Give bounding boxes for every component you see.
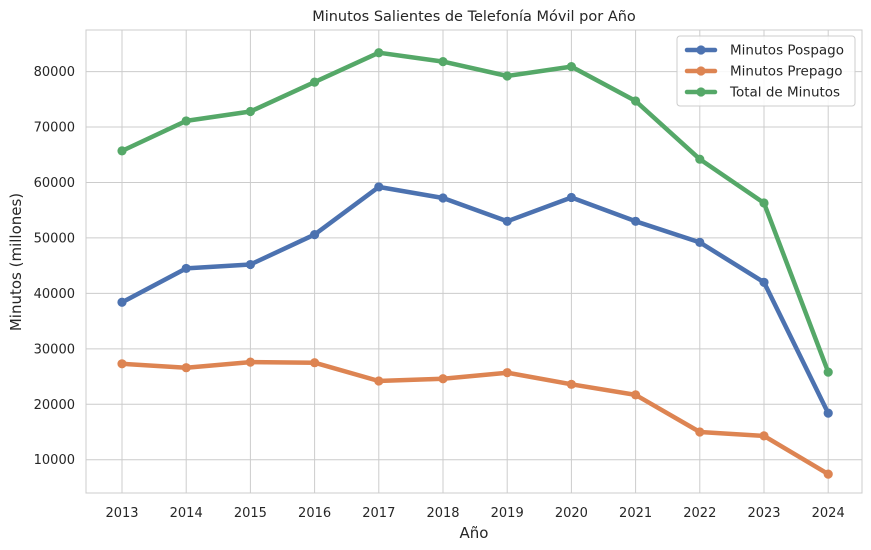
- data-point: [502, 368, 512, 378]
- y-tick-label: 50000: [34, 231, 75, 246]
- y-axis-title: Minutos (millones): [7, 193, 25, 331]
- y-tick-label: 80000: [34, 65, 75, 80]
- x-tick-labels: 2013 2014 2015 2016 2017 2018 2019 2020 2021 2022…: [105, 506, 844, 521]
- y-tick-label: 10000: [34, 453, 75, 468]
- data-point: [181, 116, 191, 126]
- data-point: [823, 469, 833, 479]
- legend-item: Minutos Pospago: [684, 43, 844, 59]
- x-tick-label: 2016: [298, 506, 331, 521]
- series-layer: [117, 48, 833, 479]
- y-tick-label: 40000: [34, 287, 75, 302]
- data-point: [566, 61, 577, 72]
- data-point: [310, 77, 320, 87]
- data-point: [245, 259, 255, 270]
- data-point: [374, 182, 384, 192]
- data-point: [823, 367, 833, 377]
- x-tick-label: 2021: [619, 506, 652, 521]
- data-point: [631, 96, 641, 106]
- series-line: [119, 184, 831, 416]
- legend-label: Minutos Prepago: [730, 64, 843, 80]
- legend-box: [676, 35, 856, 107]
- legend-label: Total de Minutos: [729, 85, 840, 101]
- data-point: [374, 376, 384, 386]
- data-point: [181, 263, 191, 274]
- data-point: [566, 379, 577, 389]
- data-point: [245, 357, 255, 367]
- data-point: [502, 216, 512, 226]
- x-axis-title: Año: [460, 524, 489, 542]
- x-tick-label: 2018: [426, 506, 459, 521]
- x-tick-label: 2013: [105, 506, 138, 521]
- data-point: [181, 363, 191, 373]
- x-tick-label: 2015: [234, 506, 267, 521]
- data-point: [759, 431, 769, 441]
- legend: Minutos Pospago Minutos Prepago Total de M…: [676, 35, 856, 107]
- x-tick-label: 2017: [362, 506, 395, 521]
- data-point: [438, 57, 448, 67]
- data-point: [695, 237, 705, 247]
- series-total-de-minutos: [117, 48, 833, 377]
- data-point: [502, 71, 512, 81]
- x-tick-label: 2019: [491, 506, 524, 521]
- x-tick-label: 2014: [170, 506, 203, 521]
- x-tick-label: 2024: [812, 506, 845, 521]
- data-point: [631, 216, 641, 226]
- data-point: [438, 374, 448, 384]
- x-tick-label: 2023: [747, 506, 780, 521]
- y-tick-labels: 10000 20000 30000 40000 50000 60000 70000 80000: [34, 65, 75, 468]
- data-point: [631, 390, 641, 400]
- data-point: [374, 48, 384, 58]
- series-line: [119, 359, 831, 477]
- x-tick-label: 2022: [683, 506, 716, 521]
- data-point: [438, 193, 448, 203]
- data-point: [759, 198, 769, 208]
- y-tick-label: 30000: [34, 342, 75, 357]
- x-tick-label: 2020: [555, 506, 588, 521]
- grid-lines: [86, 30, 862, 493]
- data-point: [245, 106, 255, 117]
- y-tick-label: 60000: [34, 176, 75, 191]
- data-point: [695, 427, 705, 437]
- data-point: [117, 297, 127, 307]
- data-point: [310, 358, 320, 368]
- series-minutos-pospago: [117, 182, 833, 418]
- data-point: [117, 146, 127, 156]
- series-minutos-prepago: [117, 357, 833, 479]
- y-tick-label: 20000: [34, 398, 75, 413]
- data-point: [117, 359, 127, 369]
- data-point: [695, 154, 705, 164]
- data-point: [566, 192, 577, 203]
- legend-item: Minutos Prepago: [684, 64, 843, 80]
- series-line: [119, 50, 831, 375]
- chart-title: Minutos Salientes de Telefonía Móvil por…: [312, 9, 636, 25]
- legend-label: Minutos Pospago: [730, 43, 844, 59]
- data-point: [310, 230, 320, 240]
- legend-marker: [696, 87, 706, 97]
- legend-item: Total de Minutos: [684, 85, 840, 101]
- legend-marker: [696, 66, 706, 76]
- y-tick-label: 70000: [34, 121, 75, 136]
- legend-marker: [696, 45, 706, 55]
- data-point: [759, 277, 769, 287]
- data-point: [823, 408, 833, 418]
